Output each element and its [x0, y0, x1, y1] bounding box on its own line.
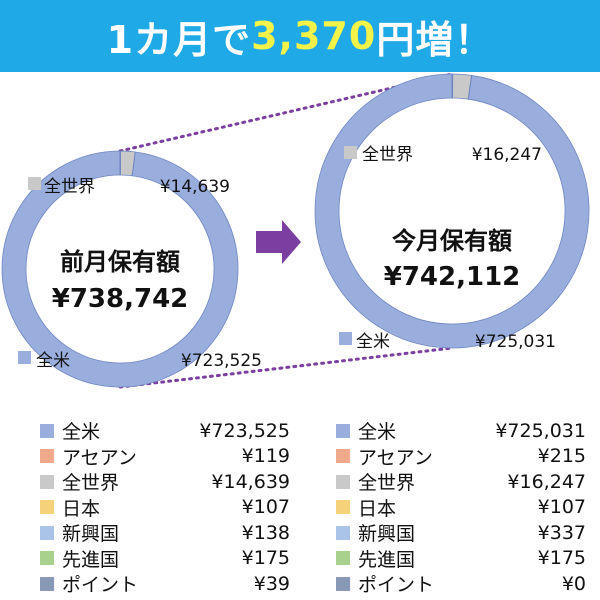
legend-swatch — [336, 551, 350, 566]
donut-1-slice-2 — [452, 73, 472, 100]
legend-previous-month: 全米 ¥723,525 アセアン ¥119 全世界 ¥14,639 日本 ¥107 新興国 ¥13… — [40, 418, 290, 597]
donut-1-callout-label-1: 全米 — [356, 332, 390, 352]
legend-label: 新興国 — [62, 523, 120, 546]
donut-1-callout-value-1: ¥725,031 — [475, 332, 556, 352]
legend-swatch — [40, 449, 54, 464]
legend-row: 新興国 ¥138 — [40, 520, 290, 546]
headline-banner: 1カ月で 3,370 円増！ — [0, 0, 600, 72]
legend-swatch — [40, 423, 54, 438]
legend-label: ポイント — [358, 574, 435, 597]
donut-1-title: 今月保有額 — [392, 227, 512, 255]
legend-row: ポイント ¥39 — [40, 571, 290, 597]
legend-value: ¥723,525 — [199, 419, 290, 442]
donut-1-total: ¥742,112 — [384, 262, 521, 292]
donut-1-slice-0 — [314, 73, 590, 349]
legend-swatch — [336, 449, 350, 464]
legend-swatch — [336, 423, 350, 438]
donut-0-slice-0 — [1, 150, 239, 388]
legend-value: ¥14,639 — [211, 470, 290, 493]
connector-bottom — [118, 346, 454, 389]
legend-swatch — [336, 500, 350, 515]
headline-suffix: 円増！ — [376, 17, 494, 62]
legend-label: 全世界 — [62, 472, 120, 495]
legend-swatch — [336, 525, 350, 540]
legend-label: 新興国 — [358, 523, 416, 546]
donut-0-callout-value-0: ¥14,639 — [160, 177, 230, 197]
legend-swatch — [336, 576, 350, 591]
legend-label: アセアン — [358, 446, 433, 469]
legend-swatch — [336, 474, 350, 489]
donut-0-callout-label-0: 全世界 — [44, 177, 95, 197]
legend-value: ¥175 — [537, 547, 586, 570]
legend-value: ¥119 — [241, 445, 290, 468]
headline-prefix: 1カ月で — [106, 17, 252, 62]
legend-row: 新興国 ¥337 — [336, 520, 586, 546]
legend-label: 日本 — [358, 497, 397, 520]
legend-label: アセアン — [62, 446, 137, 469]
legend-value: ¥16,247 — [507, 470, 586, 493]
donut-0-callout-label-1: 全米 — [36, 351, 70, 371]
connector-top — [118, 72, 454, 153]
donut-0-callout-swatch-0 — [28, 177, 41, 190]
donut-comparison-chart: 前月保有額 ¥738,742 全世界 ¥14,639 全米 ¥723,525 今月保有額 ¥7… — [1, 72, 590, 389]
legend-row: 全米 ¥723,525 — [40, 418, 290, 444]
donut-1-callout-label-0: 全世界 — [362, 145, 413, 165]
legend-value: ¥107 — [537, 496, 586, 519]
legend-row: アセアン ¥215 — [336, 444, 586, 470]
legend-row: 日本 ¥107 — [40, 495, 290, 521]
legend-swatch — [40, 500, 54, 515]
legend-row: 全米 ¥725,031 — [336, 418, 586, 444]
legend-swatch — [40, 525, 54, 540]
legend-value: ¥337 — [537, 521, 586, 544]
arrow-icon — [256, 220, 301, 264]
legend-value: ¥107 — [241, 496, 290, 519]
legend-row: ポイント ¥0 — [336, 571, 586, 597]
legend-swatch — [40, 551, 54, 566]
donut-1-callout-swatch-1 — [339, 332, 352, 345]
donut-0-total: ¥738,742 — [52, 284, 189, 314]
headline-amount: 3,370 — [251, 14, 377, 58]
donut-0-callout-swatch-1 — [18, 351, 31, 364]
legend-label: 全米 — [62, 421, 101, 444]
legend-row: 先進国 ¥175 — [336, 546, 586, 572]
legend-value: ¥39 — [253, 572, 290, 595]
donut-1-callout-swatch-0 — [344, 146, 357, 159]
legend-row: 日本 ¥107 — [336, 495, 586, 521]
legend-label: ポイント — [62, 574, 139, 597]
legend-label: 先進国 — [358, 548, 416, 571]
legend-row: 全世界 ¥14,639 — [40, 469, 290, 495]
legend-label: 全米 — [358, 421, 397, 444]
legend-row: 先進国 ¥175 — [40, 546, 290, 572]
donut-1-callout-value-0: ¥16,247 — [472, 145, 542, 165]
legend-label: 先進国 — [62, 548, 120, 571]
legend-value: ¥215 — [537, 445, 586, 468]
legend-current-month: 全米 ¥725,031 アセアン ¥215 全世界 ¥16,247 日本 ¥107 新興国 ¥33… — [336, 418, 586, 597]
donut-0-callout-value-1: ¥723,525 — [181, 351, 262, 371]
legend-value: ¥138 — [241, 521, 290, 544]
legend-swatch — [40, 576, 54, 591]
legend-row: アセアン ¥119 — [40, 444, 290, 470]
legend-label: 日本 — [62, 497, 101, 520]
legend-value: ¥0 — [561, 572, 586, 595]
legend-row: 全世界 ¥16,247 — [336, 469, 586, 495]
donut-0-title: 前月保有額 — [60, 248, 180, 276]
donut-0-slice-2 — [119, 150, 136, 177]
legend-label: 全世界 — [358, 472, 416, 495]
legend-swatch — [40, 474, 54, 489]
legend-value: ¥725,031 — [495, 419, 586, 442]
legend-value: ¥175 — [241, 547, 290, 570]
